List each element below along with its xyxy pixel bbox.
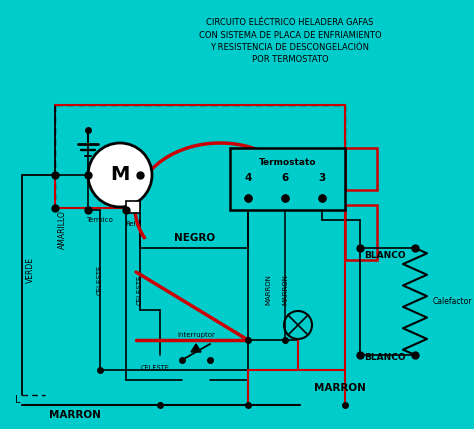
Text: M: M [110, 166, 130, 184]
Text: Relé: Relé [126, 221, 140, 227]
Text: Termostato: Termostato [259, 158, 316, 167]
Circle shape [88, 143, 152, 207]
Text: CIRCUITO ELÉCTRICO HELADERA GAFAS
CON SISTEMA DE PLACA DE ENFRIAMIENTO
Y RESISTE: CIRCUITO ELÉCTRICO HELADERA GAFAS CON SI… [199, 18, 381, 64]
Text: NEGRO: NEGRO [174, 233, 216, 243]
Text: AMARILLO: AMARILLO [57, 211, 66, 249]
Bar [345, 205, 377, 260]
Text: MARRON: MARRON [282, 275, 288, 305]
Text: 4: 4 [244, 173, 252, 183]
Text: BLANCO: BLANCO [364, 353, 406, 363]
Bar [345, 148, 377, 190]
Text: CELESTE: CELESTE [97, 265, 103, 295]
Text: 3: 3 [319, 173, 326, 183]
Text: L: L [15, 395, 21, 405]
Text: CELESTE: CELESTE [141, 365, 169, 371]
Text: MARRON: MARRON [49, 410, 101, 420]
Text: 6: 6 [282, 173, 289, 183]
Text: Termico: Termico [86, 217, 113, 223]
Text: VERDE: VERDE [26, 257, 35, 283]
Text: MARRON: MARRON [265, 275, 271, 305]
Text: MARRON: MARRON [314, 383, 366, 393]
Bar [230, 148, 345, 210]
Text: Interruptor: Interruptor [177, 332, 215, 338]
Text: Calefactor: Calefactor [433, 297, 473, 306]
Text: BLANCO: BLANCO [364, 251, 406, 260]
Text: CELESTE: CELESTE [137, 275, 143, 305]
Bar [126, 201, 140, 213]
Polygon shape [191, 344, 201, 352]
